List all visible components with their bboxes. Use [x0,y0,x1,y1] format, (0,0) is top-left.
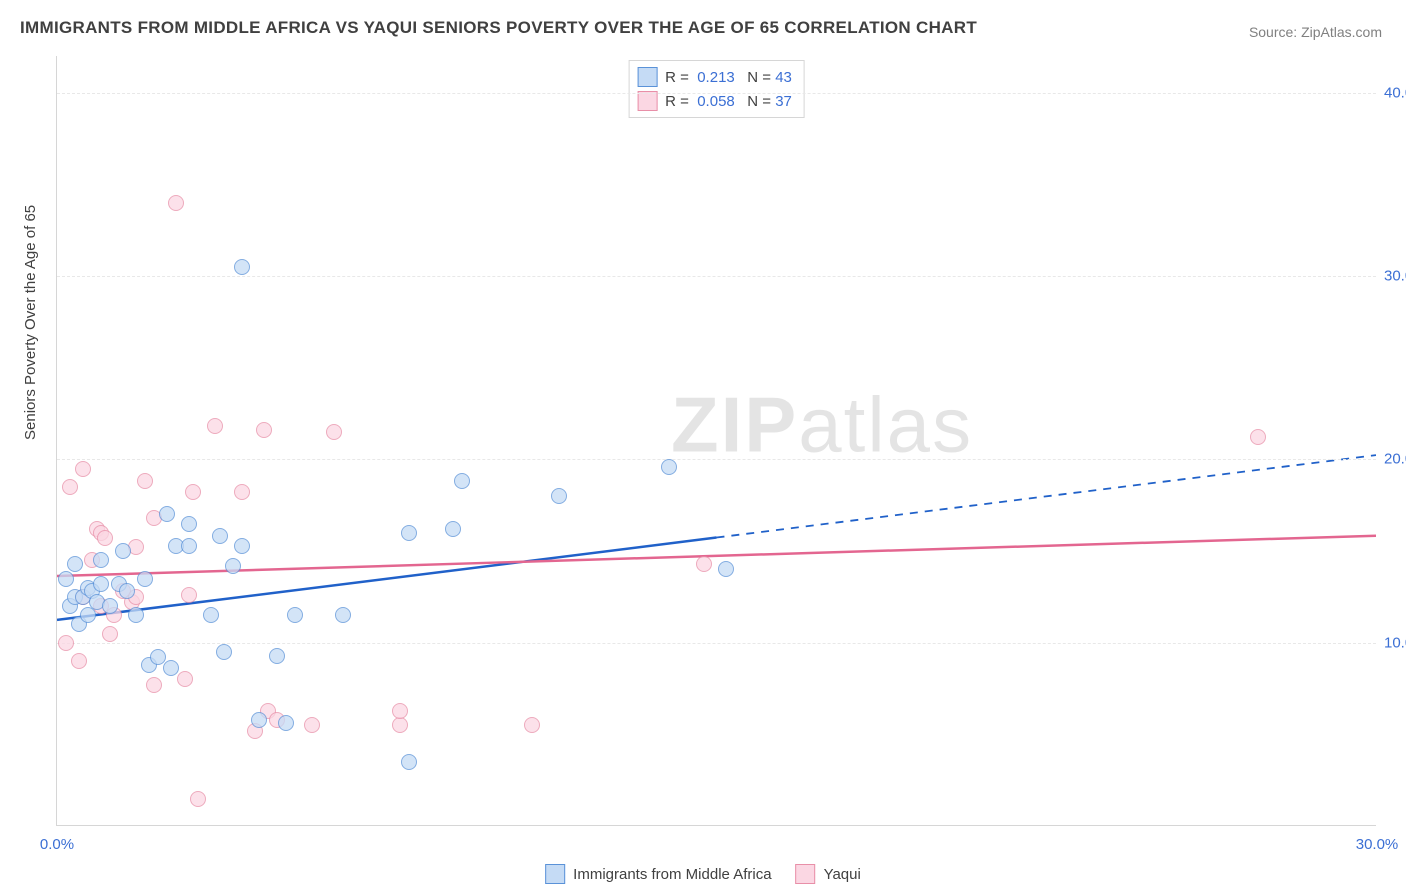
data-point [137,571,153,587]
watermark: ZIPatlas [671,380,973,471]
x-tick-label: 30.0% [1356,836,1399,853]
stats-legend-row: R = 0.213 N = 43 [637,65,792,89]
data-point [696,556,712,572]
data-point [445,521,461,537]
data-point [256,422,272,438]
data-point [181,587,197,603]
data-point [234,538,250,554]
legend-swatch [796,864,816,884]
data-point [137,473,153,489]
data-point [190,791,206,807]
series-legend-item: Immigrants from Middle Africa [545,864,771,884]
series-legend: Immigrants from Middle Africa Yaqui [545,864,861,884]
data-point [401,525,417,541]
legend-swatch [545,864,565,884]
trend-lines [57,56,1376,825]
data-point [115,543,131,559]
data-point [212,528,228,544]
data-point [93,576,109,592]
series-legend-label: Immigrants from Middle Africa [573,866,771,883]
chart-title: IMMIGRANTS FROM MIDDLE AFRICA VS YAQUI S… [20,18,977,38]
stats-legend-text: R = 0.213 N = 43 [665,69,792,86]
data-point [278,715,294,731]
data-point [454,473,470,489]
data-point [335,607,351,623]
series-legend-item: Yaqui [796,864,861,884]
data-point [159,506,175,522]
y-tick-label: 20.0% [1384,451,1406,468]
y-tick-label: 30.0% [1384,268,1406,285]
data-point [234,484,250,500]
data-point [207,418,223,434]
data-point [269,648,285,664]
x-tick-label: 0.0% [40,836,74,853]
data-point [185,484,201,500]
stats-legend: R = 0.213 N = 43 R = 0.058 N = 37 [628,60,805,118]
stats-legend-text: R = 0.058 N = 37 [665,93,792,110]
correlation-chart: IMMIGRANTS FROM MIDDLE AFRICA VS YAQUI S… [0,0,1406,892]
data-point [392,717,408,733]
plot-area: ZIPatlas R = 0.213 N = 43 R = 0.058 N = 3… [56,56,1376,826]
data-point [401,754,417,770]
data-point [97,530,113,546]
data-point [58,571,74,587]
data-point [58,635,74,651]
data-point [168,195,184,211]
data-point [304,717,320,733]
data-point [128,607,144,623]
data-point [392,703,408,719]
data-point [181,516,197,532]
gridline [57,276,1376,277]
data-point [146,677,162,693]
gridline [57,643,1376,644]
data-point [718,561,734,577]
gridline [57,459,1376,460]
data-point [1250,429,1266,445]
data-point [119,583,135,599]
data-point [251,712,267,728]
data-point [62,479,78,495]
data-point [71,653,87,669]
data-point [163,660,179,676]
data-point [93,552,109,568]
data-point [551,488,567,504]
series-legend-label: Yaqui [824,866,861,883]
data-point [234,259,250,275]
data-point [75,461,91,477]
data-point [102,598,118,614]
data-point [225,558,241,574]
legend-swatch [637,91,657,111]
data-point [326,424,342,440]
data-point [67,556,83,572]
source-attribution: Source: ZipAtlas.com [1249,24,1382,40]
data-point [177,671,193,687]
y-axis-title: Seniors Poverty Over the Age of 65 [22,205,39,440]
data-point [524,717,540,733]
data-point [287,607,303,623]
data-point [203,607,219,623]
data-point [661,459,677,475]
legend-swatch [637,67,657,87]
y-tick-label: 40.0% [1384,84,1406,101]
gridline [57,93,1376,94]
data-point [102,626,118,642]
y-tick-label: 10.0% [1384,634,1406,651]
data-point [216,644,232,660]
data-point [181,538,197,554]
